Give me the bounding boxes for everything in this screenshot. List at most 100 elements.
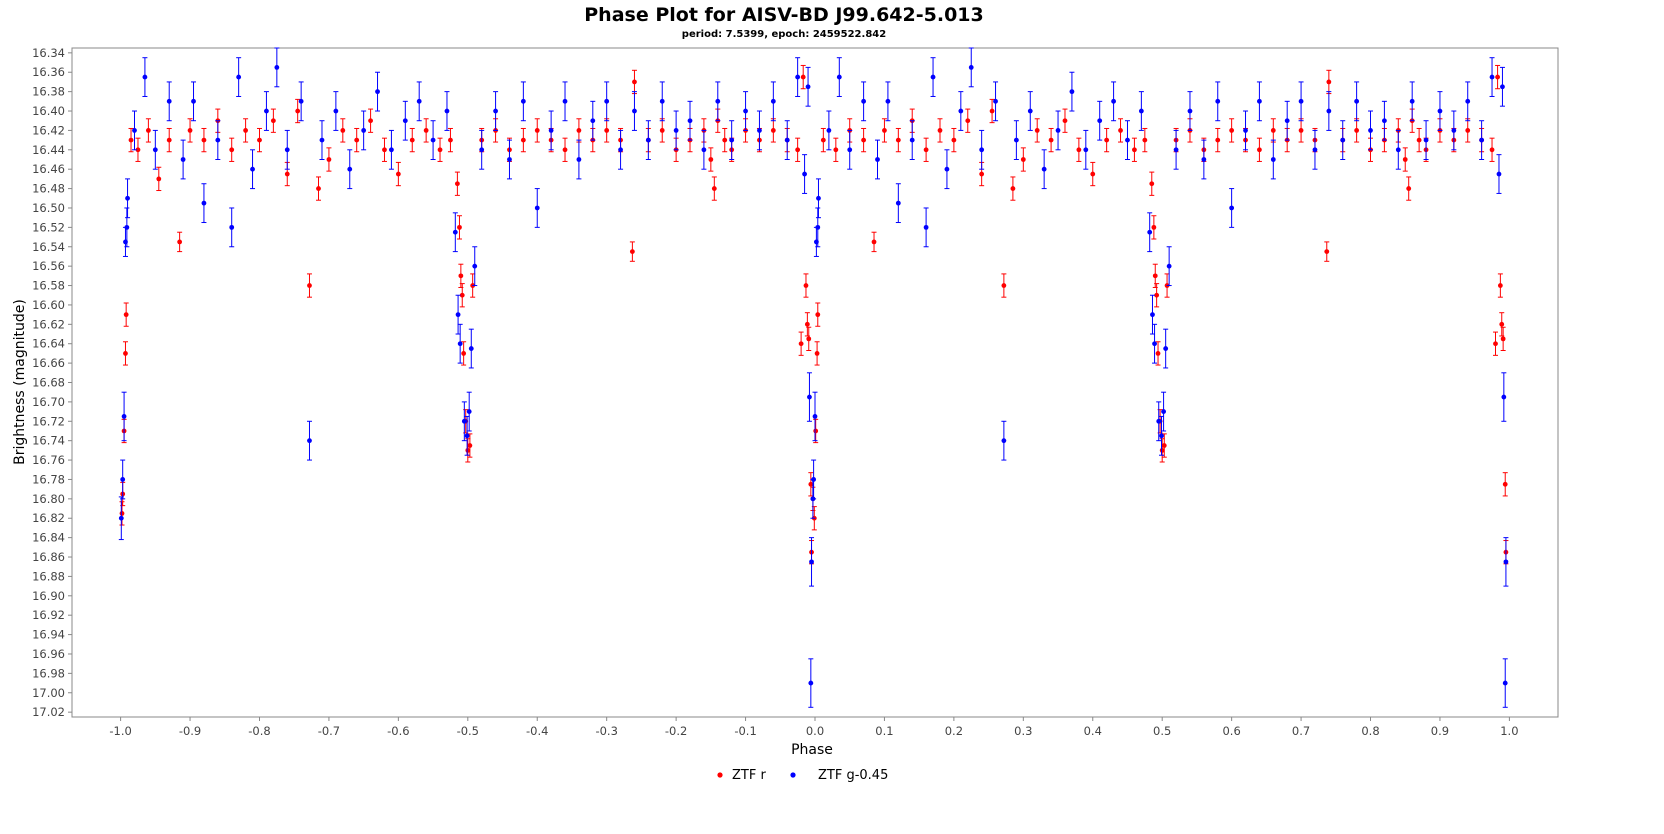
y-tick-label: 16.34 xyxy=(32,46,65,60)
data-point xyxy=(722,137,728,143)
data-point xyxy=(687,118,693,124)
x-tick-label: 0.7 xyxy=(1292,724,1310,738)
data-point xyxy=(813,428,819,434)
data-point xyxy=(1155,351,1161,356)
data-point xyxy=(1489,147,1495,153)
data-point xyxy=(1013,137,1019,143)
x-tick-label: 0.8 xyxy=(1361,724,1379,738)
data-point xyxy=(229,147,235,153)
data-point xyxy=(215,137,221,143)
data-point xyxy=(1152,341,1157,347)
chart-title: Phase Plot for AISV-BD J99.642-5.013 xyxy=(584,4,983,26)
y-tick-label: 16.36 xyxy=(32,65,65,79)
data-point xyxy=(135,147,141,153)
data-point xyxy=(361,128,367,133)
data-point xyxy=(274,64,280,70)
y-tick-label: 16.94 xyxy=(32,628,65,642)
data-point xyxy=(885,98,891,104)
y-tick-label: 16.54 xyxy=(32,240,65,254)
data-point xyxy=(125,195,130,201)
y-tick-label: 16.74 xyxy=(32,434,65,448)
data-point xyxy=(798,341,804,347)
data-point xyxy=(375,89,380,95)
data-point xyxy=(805,84,811,90)
data-point xyxy=(1229,128,1235,133)
data-point xyxy=(229,224,235,230)
data-point xyxy=(816,195,821,201)
data-point xyxy=(979,147,985,153)
data-marks xyxy=(118,47,1509,708)
data-point xyxy=(1497,283,1503,288)
x-tick-label: -0.7 xyxy=(318,724,340,738)
data-point xyxy=(1161,409,1166,414)
y-tick-label: 16.68 xyxy=(32,376,65,390)
data-point xyxy=(156,176,162,182)
data-point xyxy=(1069,89,1075,95)
data-point xyxy=(409,137,415,143)
data-point xyxy=(800,74,806,80)
data-point xyxy=(423,128,429,133)
data-point xyxy=(1423,137,1429,143)
data-point xyxy=(1451,128,1457,133)
data-point xyxy=(1270,157,1276,162)
data-point xyxy=(895,200,901,206)
data-point xyxy=(629,249,635,255)
data-point xyxy=(836,74,842,80)
data-point xyxy=(1090,171,1096,177)
data-point xyxy=(930,74,936,80)
data-point xyxy=(814,351,820,356)
data-point xyxy=(177,239,183,245)
data-point xyxy=(402,118,408,124)
legend-label-ztf-r: ZTF r xyxy=(732,768,766,783)
data-point xyxy=(459,292,465,298)
data-point xyxy=(1229,205,1235,211)
data-point xyxy=(1502,481,1508,487)
data-point xyxy=(562,98,568,104)
data-point xyxy=(461,351,467,356)
data-point xyxy=(1150,312,1155,318)
data-point xyxy=(452,229,458,235)
y-tick-label: 16.38 xyxy=(32,85,65,99)
data-point xyxy=(604,128,610,133)
data-point xyxy=(1163,346,1169,351)
y-tick-label: 17.02 xyxy=(32,705,65,719)
data-point xyxy=(645,137,651,143)
data-point xyxy=(191,98,196,104)
y-tick-label: 16.76 xyxy=(32,453,65,467)
data-point xyxy=(965,118,971,124)
plot-area xyxy=(71,47,1559,718)
data-point xyxy=(1083,147,1089,153)
data-point xyxy=(520,137,526,143)
data-point xyxy=(1270,128,1276,133)
data-point xyxy=(861,98,867,104)
data-point xyxy=(142,74,148,80)
data-point xyxy=(1159,447,1165,453)
data-point xyxy=(815,312,821,318)
data-point xyxy=(803,283,809,288)
data-point xyxy=(632,79,637,85)
data-point xyxy=(534,128,540,133)
data-point xyxy=(1402,157,1408,162)
data-point xyxy=(871,239,877,245)
y-tick-label: 16.66 xyxy=(32,356,65,370)
data-point xyxy=(270,118,276,124)
data-point xyxy=(201,137,207,143)
data-point xyxy=(923,224,929,230)
data-point xyxy=(937,128,943,133)
data-point xyxy=(809,559,814,565)
data-point xyxy=(333,108,339,114)
data-point xyxy=(467,443,473,448)
data-point xyxy=(708,157,714,162)
data-point xyxy=(1500,84,1505,90)
data-point xyxy=(993,98,998,104)
data-point xyxy=(1257,147,1262,153)
data-point xyxy=(132,128,137,133)
data-point xyxy=(1284,118,1290,124)
data-point xyxy=(1406,186,1412,191)
data-point xyxy=(944,166,950,172)
data-point xyxy=(715,98,721,104)
data-point xyxy=(187,128,193,133)
y-tick-label: 16.60 xyxy=(32,298,65,312)
data-point xyxy=(1409,98,1415,104)
data-point xyxy=(847,147,853,153)
